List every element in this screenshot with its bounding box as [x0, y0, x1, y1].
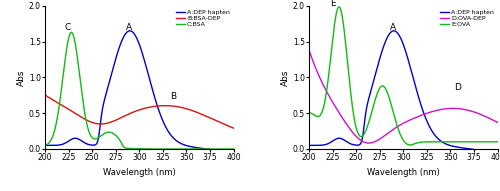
A:DEP hapten [489, 150, 495, 152]
B:BSA-DEP [225, 125, 231, 127]
Line: C:BSA: C:BSA [45, 32, 234, 149]
B:BSA-DEP [230, 127, 236, 129]
B:BSA-DEP [42, 94, 48, 96]
A:DEP hapten [134, 37, 140, 40]
Text: B: B [170, 92, 176, 101]
D:OVA-DEP [316, 74, 322, 76]
Text: E: E [330, 0, 336, 8]
B:BSA-DEP [225, 125, 231, 127]
A:DEP hapten [127, 30, 133, 32]
C:BSA [134, 147, 140, 150]
A:DEP hapten [225, 150, 231, 152]
D:OVA-DEP [392, 127, 398, 129]
E:OVA [336, 6, 342, 8]
E:OVA [407, 144, 413, 146]
D:OVA-DEP [494, 121, 500, 124]
C:BSA [225, 148, 231, 150]
A:DEP hapten [391, 30, 397, 32]
X-axis label: Wavelength (nm): Wavelength (nm) [103, 168, 176, 177]
Line: D:OVA-DEP: D:OVA-DEP [309, 50, 498, 143]
A:DEP hapten [42, 144, 48, 146]
Text: A: A [126, 23, 132, 32]
A:DEP hapten [454, 146, 460, 148]
C:BSA [225, 148, 231, 150]
Legend: A:DEP hapten, B:BSA-DEP, C:BSA: A:DEP hapten, B:BSA-DEP, C:BSA [175, 9, 231, 28]
E:OVA [398, 134, 404, 137]
Legend: A:DEP hapten, D:OVA-DEP, E:OVA: A:DEP hapten, D:OVA-DEP, E:OVA [439, 9, 494, 28]
B:BSA-DEP [190, 110, 196, 112]
A:DEP hapten [190, 146, 196, 148]
D:OVA-DEP [398, 124, 404, 126]
Text: C: C [64, 23, 71, 32]
A:DEP hapten [230, 150, 236, 152]
Line: A:DEP hapten: A:DEP hapten [45, 31, 234, 151]
A:DEP hapten [494, 150, 500, 152]
Y-axis label: Abs: Abs [281, 69, 290, 86]
D:OVA-DEP [306, 49, 312, 51]
C:BSA [230, 148, 236, 150]
A:DEP hapten [316, 144, 322, 146]
D:OVA-DEP [489, 119, 495, 121]
C:BSA [68, 31, 74, 33]
X-axis label: Wavelength (nm): Wavelength (nm) [367, 168, 440, 177]
Text: A: A [390, 23, 396, 32]
A:DEP hapten [306, 144, 312, 146]
E:OVA [392, 120, 398, 122]
D:OVA-DEP [489, 118, 495, 121]
A:DEP hapten [489, 150, 495, 152]
A:DEP hapten [398, 37, 404, 40]
A:DEP hapten [225, 150, 231, 152]
Line: B:BSA-DEP: B:BSA-DEP [45, 95, 234, 128]
B:BSA-DEP [128, 112, 134, 114]
E:OVA [454, 141, 460, 143]
E:OVA [316, 115, 322, 118]
E:OVA [489, 141, 495, 143]
C:BSA [42, 144, 48, 146]
A:DEP hapten [392, 30, 398, 32]
A:DEP hapten [52, 144, 58, 146]
D:OVA-DEP [454, 107, 460, 110]
Line: A:DEP hapten: A:DEP hapten [309, 31, 498, 151]
E:OVA [306, 112, 312, 114]
C:BSA [129, 147, 135, 150]
Y-axis label: Abs: Abs [17, 69, 26, 86]
E:OVA [489, 141, 495, 143]
E:OVA [494, 141, 500, 143]
A:DEP hapten [129, 30, 135, 32]
D:OVA-DEP [366, 142, 372, 144]
C:BSA [190, 148, 196, 150]
B:BSA-DEP [52, 100, 58, 102]
Line: E:OVA: E:OVA [309, 7, 498, 145]
Text: D: D [454, 83, 462, 91]
B:BSA-DEP [134, 110, 140, 112]
C:BSA [52, 129, 58, 131]
